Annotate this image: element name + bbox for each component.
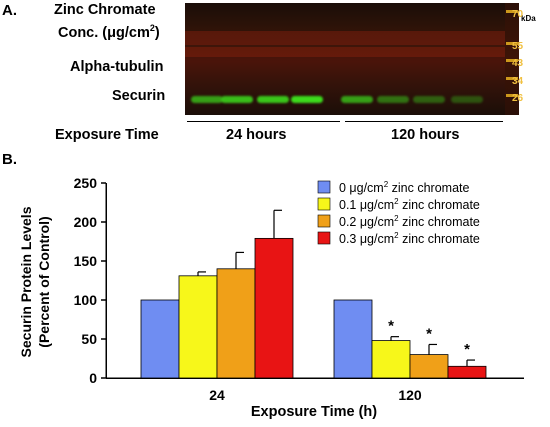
legend-label: 0.1 μg/cm2 zinc chromate (339, 197, 480, 212)
conc-label-line1: Zinc Chromate (54, 2, 156, 18)
legend-label-sup: 2 (394, 214, 399, 223)
kda-label: kDa (521, 14, 536, 23)
bar (333, 299, 373, 379)
alpha-tubulin-band-lower (185, 47, 505, 57)
legend-swatch (317, 231, 331, 245)
legend-label: 0 μg/cm2 zinc chromate (339, 180, 470, 195)
securin-band (191, 96, 223, 103)
legend-label-tail: zinc chromate (399, 215, 480, 229)
western-blot (185, 3, 505, 115)
legend-label: 0.3 μg/cm2 zinc chromate (339, 231, 480, 246)
bar (447, 365, 487, 379)
y-tick-label: 150 (74, 253, 98, 269)
group-24-label: 24 hours (226, 127, 287, 143)
group-120-line (345, 121, 503, 122)
securin-band (413, 96, 445, 103)
legend-label-sup: 2 (384, 180, 389, 189)
legend-label-tail: zinc chromate (388, 181, 469, 195)
conc-label-line2: Conc. (μg/cm2) (58, 23, 160, 41)
legend-swatch (317, 197, 331, 211)
legend-label-main: 0.2 μg/cm (339, 215, 394, 229)
securin-band (451, 96, 483, 103)
securin-band (257, 96, 289, 103)
y-tick-label: 200 (74, 214, 98, 230)
y-axis-label-line2: (Percent of Control) (36, 216, 52, 347)
alpha-tubulin-band (185, 31, 505, 45)
bar (140, 299, 180, 379)
securin-band (341, 96, 373, 103)
ladder-band (506, 10, 518, 13)
y-tick-label: 50 (81, 331, 97, 347)
ladder-band (506, 59, 518, 62)
legend-label-sup: 2 (394, 231, 399, 240)
legend-swatch (317, 180, 331, 194)
alpha-tubulin-label: Alpha-tubulin (70, 59, 164, 75)
x-axis-label: Exposure Time (h) (251, 404, 377, 420)
ladder-band (506, 94, 518, 97)
group-24-line (187, 121, 340, 122)
protein-ladder (505, 3, 519, 115)
exposure-time-label: Exposure Time (55, 127, 159, 143)
legend-label-main: 0.3 μg/cm (339, 232, 394, 246)
bar (409, 354, 449, 379)
ladder-band (506, 77, 518, 80)
x-tick-label: 120 (398, 387, 422, 403)
panel-a-label: A. (2, 2, 17, 19)
panel-b-label: B. (2, 151, 17, 168)
bar (216, 268, 256, 379)
securin-label: Securin (112, 88, 166, 104)
marker-label: 34 (512, 76, 524, 87)
legend-label-tail: zinc chromate (399, 232, 480, 246)
legend-swatch (317, 214, 331, 228)
securin-band (221, 96, 253, 103)
y-axis-label-line1: Securin Protein Levels (18, 206, 34, 357)
securin-band (291, 96, 323, 103)
marker-label: 26 (512, 93, 524, 104)
legend-label-main: 0 μg/cm (339, 181, 384, 195)
significance-marker: * (426, 325, 432, 342)
legend-label-tail: zinc chromate (399, 198, 480, 212)
significance-marker: * (464, 341, 470, 358)
y-tick-label: 0 (89, 370, 97, 386)
y-tick-label: 100 (74, 292, 98, 308)
marker-label: 43 (512, 58, 524, 69)
y-tick-label: 250 (74, 175, 98, 191)
legend-label: 0.2 μg/cm2 zinc chromate (339, 214, 480, 229)
marker-label: 70 (512, 9, 524, 20)
x-tick-label: 24 (209, 387, 225, 403)
significance-marker: * (388, 318, 394, 335)
legend-label-main: 0.1 μg/cm (339, 198, 394, 212)
bar (178, 275, 218, 379)
bar (254, 237, 294, 379)
bar (371, 340, 411, 379)
marker-label: 55 (512, 41, 524, 52)
ladder-band (506, 42, 518, 45)
group-120-label: 120 hours (391, 127, 460, 143)
securin-band (377, 96, 409, 103)
legend-label-sup: 2 (394, 197, 399, 206)
